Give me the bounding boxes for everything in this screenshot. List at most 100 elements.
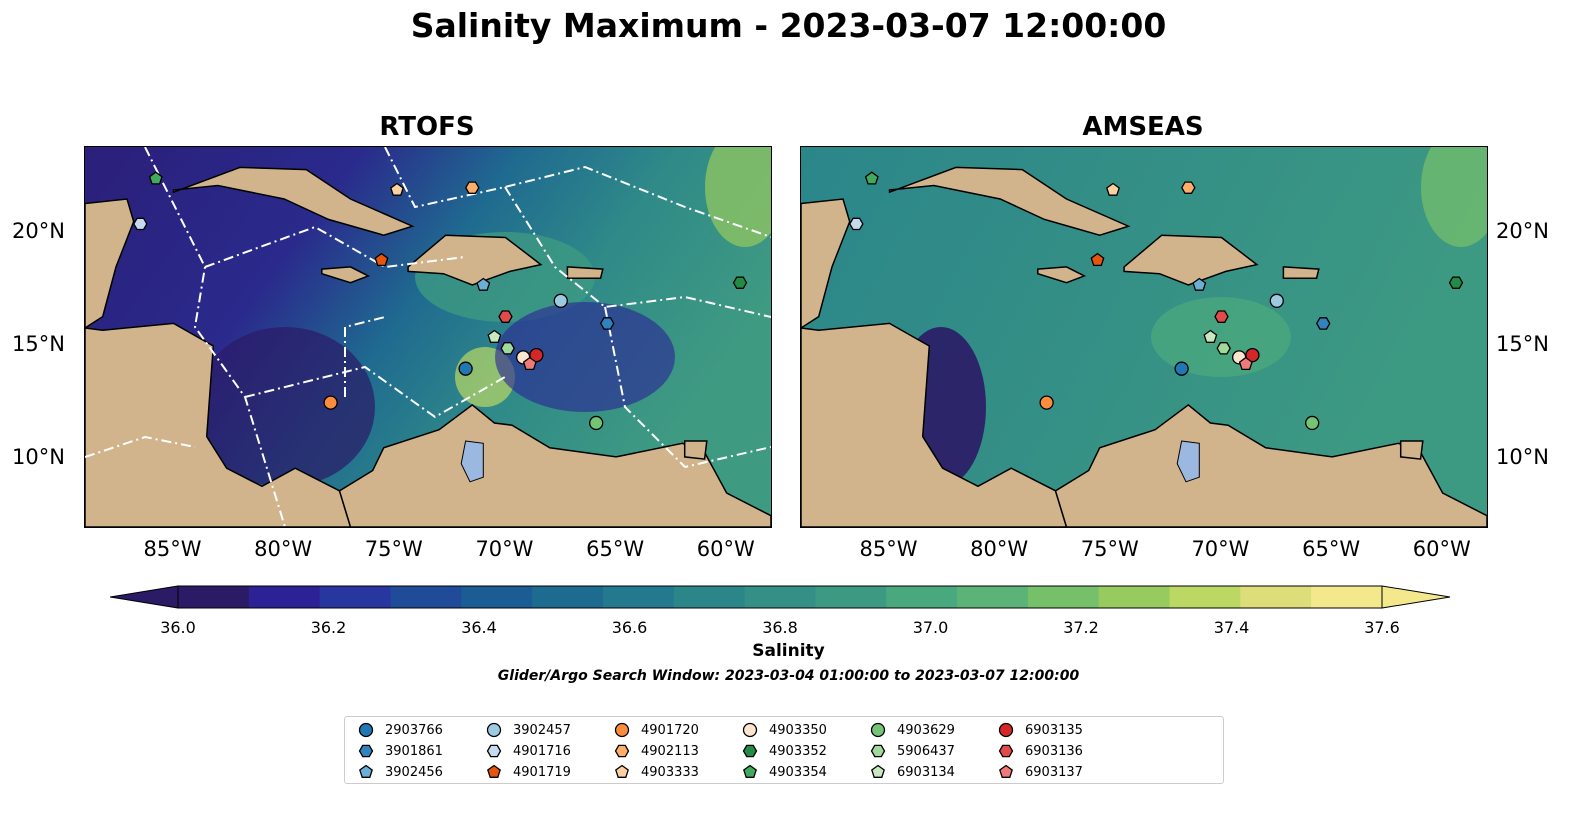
legend-item: 4903350 bbox=[741, 721, 827, 739]
legend-item: 6903137 bbox=[997, 763, 1083, 781]
land-south-america bbox=[338, 403, 771, 527]
legend-label: 4903354 bbox=[769, 764, 827, 780]
float-marker-4901719 bbox=[1090, 252, 1105, 267]
float-marker-6903137 bbox=[1238, 356, 1253, 371]
float-markers bbox=[849, 171, 1464, 431]
float-marker-5906437 bbox=[1216, 342, 1231, 355]
legend-item: 3902456 bbox=[357, 763, 443, 781]
float-marker-4903352 bbox=[732, 276, 748, 289]
float-marker-4901716 bbox=[133, 217, 148, 231]
float-marker-4903354 bbox=[864, 171, 879, 185]
colorbar bbox=[110, 585, 1451, 609]
colorbar-swatch bbox=[602, 586, 675, 608]
legend-label: 4903350 bbox=[769, 722, 827, 738]
legend-label: 2903766 bbox=[385, 722, 443, 738]
legend-item: 6903134 bbox=[869, 763, 955, 781]
colorbar-tick-label: 37.2 bbox=[1063, 618, 1099, 637]
lake-maracaibo bbox=[460, 440, 484, 483]
land-trinidad bbox=[1399, 440, 1424, 460]
colorbar-swatch bbox=[673, 586, 746, 608]
land-yucatan bbox=[85, 198, 135, 329]
legend-item: 4901716 bbox=[485, 742, 571, 760]
lon-tick-label: 85°W bbox=[859, 537, 918, 561]
lat-tick-label-left: 15°N bbox=[12, 332, 65, 357]
lat-tick-label-right: 15°N bbox=[1496, 332, 1549, 357]
colorbar-tick-label: 37.6 bbox=[1364, 618, 1400, 637]
legend-label: 4901716 bbox=[513, 743, 571, 759]
float-marker-2903766 bbox=[458, 361, 473, 376]
legend-marker bbox=[999, 764, 1013, 778]
legend-label: 3902456 bbox=[385, 764, 443, 780]
lon-tick-label: 65°W bbox=[586, 537, 645, 561]
legend-item: 6903136 bbox=[997, 742, 1083, 760]
land-cuba bbox=[888, 166, 1131, 236]
colorbar-extend-min bbox=[110, 585, 179, 609]
land-south-america bbox=[1054, 403, 1487, 527]
legend-marker bbox=[358, 744, 374, 758]
eez-boundaries bbox=[85, 147, 771, 527]
legend-marker bbox=[742, 744, 758, 758]
float-marker-3901861 bbox=[599, 317, 615, 330]
panel-title-rtofs: RTOFS bbox=[379, 112, 475, 142]
colorbar-extend-max bbox=[1381, 585, 1451, 609]
figure-title: Salinity Maximum - 2023-03-07 12:00:00 bbox=[410, 6, 1167, 45]
amseas-map bbox=[800, 146, 1488, 528]
land-cuba bbox=[172, 166, 415, 236]
legend-item: 4903333 bbox=[613, 763, 699, 781]
legend-label: 6903137 bbox=[1025, 764, 1083, 780]
legend-item: 4903629 bbox=[869, 721, 955, 739]
lon-tick-label: 65°W bbox=[1302, 537, 1361, 561]
colorbar-swatch bbox=[957, 586, 1029, 608]
legend-marker bbox=[742, 722, 758, 738]
legend-marker bbox=[615, 764, 629, 778]
colorbar-swatch bbox=[178, 586, 250, 608]
colorbar-tick-label: 36.2 bbox=[310, 618, 347, 637]
lon-tick-label: 85°W bbox=[143, 537, 202, 561]
colorbar-swatch bbox=[815, 586, 887, 608]
legend-marker bbox=[486, 722, 502, 738]
float-marker-4903333 bbox=[1106, 182, 1120, 196]
lon-tick-label: 70°W bbox=[475, 537, 534, 561]
float-marker-3901861 bbox=[1315, 317, 1331, 330]
legend-marker bbox=[486, 744, 502, 758]
lat-tick-label-left: 20°N bbox=[12, 218, 65, 243]
legend-marker bbox=[614, 744, 630, 758]
float-marker-4901720 bbox=[1039, 395, 1054, 410]
colorbar-swatch bbox=[744, 586, 816, 608]
land-hispaniola bbox=[407, 234, 543, 286]
float-marker-4901720 bbox=[323, 395, 338, 410]
land-yucatan bbox=[801, 198, 851, 329]
float-marker-2903766 bbox=[1174, 361, 1189, 376]
legend-marker bbox=[998, 722, 1014, 738]
colorbar-swatch bbox=[532, 586, 604, 608]
legend-label: 4901720 bbox=[641, 722, 699, 738]
legend-label: 4903333 bbox=[641, 764, 699, 780]
legend-item: 2903766 bbox=[357, 721, 443, 739]
legend-marker bbox=[998, 744, 1014, 758]
float-marker-4903333 bbox=[390, 182, 404, 196]
colorbar-tick-label: 37.4 bbox=[1213, 618, 1250, 637]
legend-item: 6903135 bbox=[997, 721, 1083, 739]
float-marker-4903629 bbox=[1305, 415, 1320, 431]
legend-marker bbox=[487, 764, 501, 778]
land-jamaica bbox=[1037, 266, 1087, 284]
land-group bbox=[801, 166, 1487, 527]
rtofs-map-canvas bbox=[85, 147, 771, 527]
high-salinity-patch bbox=[1421, 147, 1487, 247]
search-window-caption: Glider/Argo Search Window: 2023-03-04 01… bbox=[497, 668, 1080, 684]
lon-tick-label: 75°W bbox=[1080, 537, 1139, 561]
lon-tick-label: 80°W bbox=[254, 537, 313, 561]
float-marker-6903135 bbox=[1245, 347, 1260, 363]
float-marker-4902113 bbox=[1181, 181, 1196, 194]
legend-label: 4901719 bbox=[513, 764, 571, 780]
float-marker-6903137 bbox=[522, 356, 537, 371]
float-marker-6903135 bbox=[529, 347, 544, 363]
colorbar-label: Salinity bbox=[752, 641, 825, 661]
land-puerto-rico bbox=[566, 266, 604, 279]
colorbar-tick-label: 36.8 bbox=[762, 618, 798, 637]
float-marker-4903354 bbox=[148, 171, 163, 185]
land-group bbox=[85, 166, 771, 527]
land-central-america bbox=[801, 322, 1068, 527]
colorbar-swatch bbox=[1098, 586, 1171, 608]
lon-tick-label: 80°W bbox=[970, 537, 1029, 561]
